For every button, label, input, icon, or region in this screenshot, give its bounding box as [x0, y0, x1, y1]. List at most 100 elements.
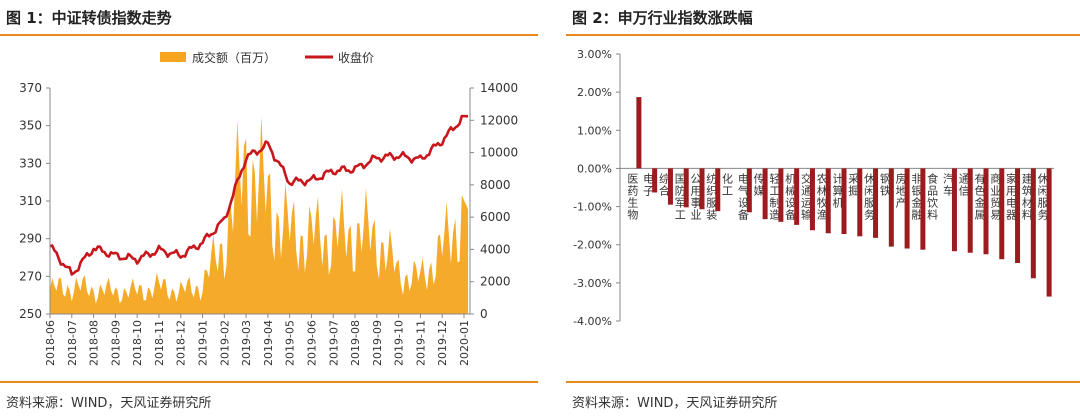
bar: [715, 168, 721, 212]
category-label-char: 产: [896, 195, 907, 209]
legend-volume-swatch: [160, 52, 186, 62]
x-tick-label: 2019-12: [436, 320, 449, 366]
bar: [873, 168, 879, 238]
category-label-char: 金: [911, 195, 922, 209]
category-label-char: 防: [675, 183, 686, 197]
category-label-char: 国: [675, 172, 686, 185]
bar: [951, 168, 957, 252]
category-label-char: 铁: [880, 184, 891, 197]
bar: [904, 168, 910, 249]
figure-2-top-rule: [566, 34, 1080, 36]
x-tick-label: 2019-08: [349, 320, 362, 366]
figure-2-bottom-rule: [566, 381, 1080, 383]
category-label-char: 服: [864, 196, 875, 209]
category-label-char: 运: [801, 196, 812, 209]
category-label-char: 银: [911, 183, 922, 197]
category-label-char: 牧: [817, 195, 828, 209]
category-label-char: 交: [801, 171, 812, 185]
bar: [794, 168, 800, 225]
category-label: 采掘: [848, 172, 859, 197]
category-label-char: 备: [785, 207, 796, 221]
category-label-char: 备: [738, 207, 749, 221]
left-tick-label: 270: [19, 269, 42, 283]
category-label-char: 色: [975, 183, 986, 197]
category-label-char: 通: [801, 184, 812, 197]
figure-1-top-rule: [0, 34, 538, 36]
category-label-char: 服: [1038, 196, 1049, 209]
category-label-char: 家: [1006, 171, 1017, 185]
category-label-char: 品: [927, 184, 938, 197]
category-label-char: 地: [896, 184, 907, 197]
y-tick-label: -2.00%: [573, 239, 612, 252]
right-tick-label: 14000: [480, 81, 518, 95]
bar: [1015, 168, 1021, 264]
category-label-char: 渔: [817, 208, 828, 221]
category-label-char: 工: [769, 184, 780, 197]
left-tick-label: 290: [19, 232, 42, 246]
category-label-char: 子: [643, 184, 654, 197]
category-label-char: 掘: [848, 183, 859, 197]
bar: [857, 168, 863, 237]
left-tick-label: 350: [19, 119, 42, 133]
category-label-char: 械: [785, 183, 796, 197]
x-tick-label: 2019-07: [327, 320, 340, 366]
category-label-char: 商: [990, 171, 1001, 185]
left-tick-label: 310: [19, 194, 42, 208]
x-tick-label: 2019-09: [371, 320, 384, 366]
bar: [652, 168, 658, 193]
sw-industry-change-chart: 3.00% 2.00% 1.00% 0.00% -1.00% -2.00% -3.00% -4…: [573, 48, 1054, 328]
category-label: 钢铁: [880, 172, 891, 197]
category-label-char: 休: [1038, 172, 1049, 185]
bar: [920, 168, 926, 250]
category-label-char: 军: [675, 196, 686, 209]
figure-1-bottom-rule: [0, 381, 538, 383]
left-tick-label: 250: [19, 307, 42, 321]
right-tick-label: 0: [480, 307, 488, 321]
x-tick-label: 2019-10: [393, 320, 406, 366]
x-tick-label: 2018-10: [131, 320, 144, 366]
category-label-char: 化: [722, 171, 733, 185]
convertible-bond-index-chart: 成交额（百万） 收盘价 250 270 290 310 330 350 370 0 2000 4000…: [19, 50, 518, 366]
x-tick-label: 2019-02: [218, 320, 231, 366]
bar: [746, 168, 752, 213]
bar: [809, 168, 815, 231]
category-label-char: 输: [801, 207, 812, 221]
category-label: 综合: [659, 171, 670, 197]
category-label-char: 工: [722, 184, 733, 197]
category-label-char: 料: [927, 207, 938, 221]
category-label-char: 融: [911, 208, 922, 221]
bar: [636, 97, 642, 169]
y-tick-label: 0.00%: [577, 162, 612, 175]
bar: [967, 168, 973, 253]
x-tick-label: 2019-01: [197, 320, 210, 366]
figure-2-title: 图 2：申万行业指数涨跌幅: [572, 9, 753, 27]
category-label-char: 物: [627, 207, 638, 221]
y-tick-label: -4.00%: [573, 315, 612, 328]
category-label-char: 造: [769, 207, 780, 221]
category-label-char: 制: [769, 196, 780, 209]
category-label-char: 媒: [754, 184, 765, 197]
x-tick-label: 2019-06: [305, 320, 318, 366]
category-label-char: 属: [975, 208, 986, 221]
figure-2-source: 资料来源：WIND，天风证券研究所: [572, 396, 778, 411]
x-tick-label: 2019-05: [284, 320, 297, 366]
category-label-char: 装: [706, 208, 717, 221]
x-tick-label: 2018-08: [88, 320, 101, 366]
category-label: 传媒: [754, 172, 765, 197]
category-label-char: 合: [659, 183, 670, 197]
category-label-char: 闲: [1038, 183, 1049, 197]
y-tick-label: -3.00%: [573, 277, 612, 290]
legend-volume-label: 成交额（百万）: [192, 50, 276, 65]
category-label-char: 有: [975, 171, 986, 185]
